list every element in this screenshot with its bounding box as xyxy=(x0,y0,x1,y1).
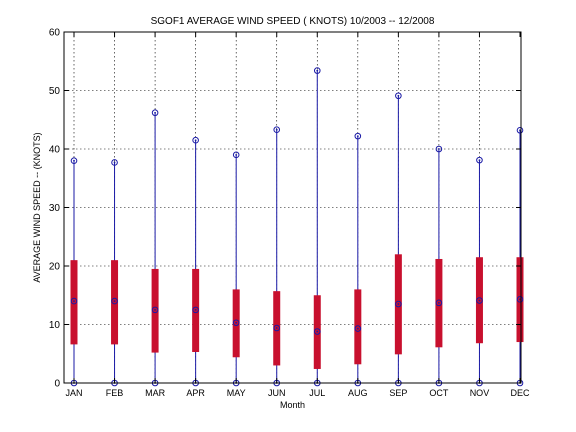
mean-marker-dot-may xyxy=(235,321,238,324)
mean-marker-dot-apr xyxy=(194,308,197,311)
box-aug xyxy=(354,289,362,365)
mean-marker-may xyxy=(232,319,240,327)
grid-layer xyxy=(64,32,521,383)
chart-title: SGOF1 AVERAGE WIND SPEED ( KNOTS) 10/200… xyxy=(151,16,435,27)
y-axis-label: AVERAGE WIND SPEED -- (KNOTS) xyxy=(32,132,42,282)
max-marker-dot-aug xyxy=(356,135,359,138)
y-tick-label: 40 xyxy=(49,145,61,156)
mean-marker-dot-oct xyxy=(438,301,440,304)
max-marker-dot-feb xyxy=(113,161,116,164)
max-marker-dot-sep xyxy=(397,94,400,97)
max-marker-may xyxy=(232,151,240,159)
x-tick-label: AUG xyxy=(348,388,368,398)
max-marker-dot-apr xyxy=(194,139,197,142)
x-tick-label: APR xyxy=(186,388,205,398)
max-marker-dot-oct xyxy=(438,148,440,150)
mean-marker-dot-nov xyxy=(478,299,481,302)
x-tick-label: JAN xyxy=(65,388,82,398)
y-tick-label: 60 xyxy=(49,28,61,39)
mean-marker-jun xyxy=(273,324,281,332)
max-marker-aug xyxy=(354,132,362,140)
x-tick-label: FEB xyxy=(106,388,124,398)
x-tick-label: JUN xyxy=(268,388,286,398)
max-marker-jun xyxy=(273,126,281,133)
data-layer xyxy=(70,67,524,387)
max-marker-dot-mar xyxy=(154,111,156,114)
max-marker-dot-jan xyxy=(73,159,75,162)
y-tick-label: 20 xyxy=(49,262,61,273)
mean-marker-nov xyxy=(476,297,483,304)
max-marker-sep xyxy=(395,92,402,100)
max-marker-dec xyxy=(516,126,524,134)
mean-marker-dot-sep xyxy=(397,303,400,305)
mean-marker-dot-mar xyxy=(154,308,156,311)
mean-marker-aug xyxy=(354,325,362,332)
x-tick-label: JUL xyxy=(309,388,325,398)
max-marker-apr xyxy=(192,136,199,144)
x-tick-label: DEC xyxy=(510,388,530,398)
max-marker-dot-jul xyxy=(316,69,319,72)
x-tick-label: SEP xyxy=(389,388,407,398)
x-axis-label: Month xyxy=(280,400,305,410)
mean-marker-dot-jan xyxy=(73,300,75,302)
max-marker-dot-jun xyxy=(275,128,278,131)
max-marker-dot-dec xyxy=(519,129,521,132)
mean-marker-dot-dec xyxy=(519,298,521,301)
max-marker-feb xyxy=(111,159,118,166)
mean-marker-dot-aug xyxy=(356,327,359,330)
box-jan xyxy=(70,260,78,345)
y-tick-label: 10 xyxy=(49,320,61,331)
x-tick-label: NOV xyxy=(470,388,490,398)
mean-marker-oct xyxy=(435,299,443,307)
x-tick-label: OCT xyxy=(429,388,449,398)
max-marker-jan xyxy=(70,157,78,164)
box-feb xyxy=(111,260,119,345)
y-tick-label: 0 xyxy=(54,379,60,390)
mean-marker-mar xyxy=(151,306,159,314)
mean-marker-jul xyxy=(313,328,321,335)
max-marker-nov xyxy=(476,156,483,164)
max-marker-mar xyxy=(151,109,159,117)
max-marker-dot-may xyxy=(235,153,238,156)
mean-marker-dot-jun xyxy=(275,327,278,329)
x-tick-label: MAY xyxy=(227,388,246,398)
ticks-layer: 0 10 20 30 40 50 60 JAN FEB MAR APR MAY JUN JUL AUG SEP… xyxy=(49,28,530,399)
x-tick-label: MAR xyxy=(145,388,166,398)
max-marker-dot-nov xyxy=(478,159,481,162)
y-tick-label: 50 xyxy=(49,86,61,97)
mean-marker-jan xyxy=(70,297,78,305)
y-tick-label: 30 xyxy=(49,203,61,214)
mean-marker-feb xyxy=(111,297,118,305)
max-marker-jul xyxy=(313,67,321,74)
mean-marker-dot-jul xyxy=(316,330,319,333)
mean-marker-sep xyxy=(395,300,402,308)
mean-marker-dot-feb xyxy=(113,300,116,302)
mean-marker-apr xyxy=(192,306,199,314)
mean-marker-dec xyxy=(516,296,524,303)
max-marker-oct xyxy=(435,145,443,153)
